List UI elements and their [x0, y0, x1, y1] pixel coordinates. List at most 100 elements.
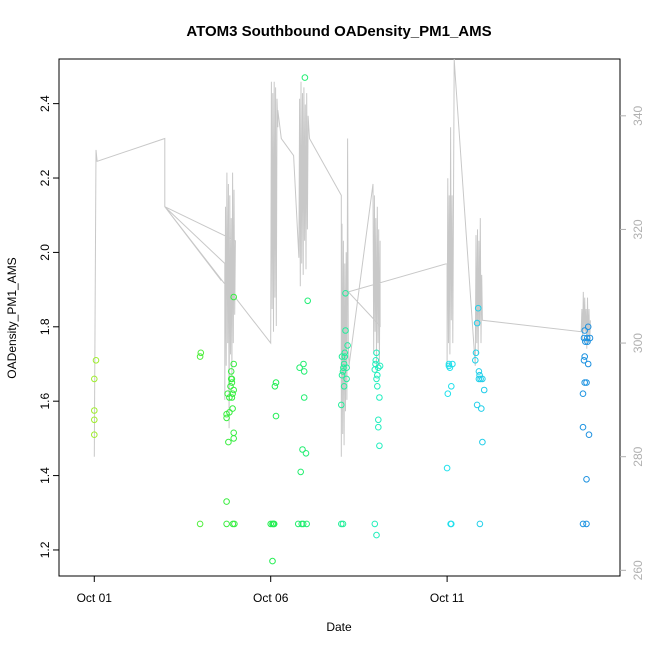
- y-tick-label: 1.6: [38, 393, 52, 410]
- y2-tick-label: 320: [631, 219, 645, 239]
- y2-tick-label: 300: [631, 333, 645, 353]
- scatter-point: [375, 423, 382, 431]
- scatter-point: [303, 520, 311, 528]
- scatter-point: [228, 375, 236, 383]
- scatter-point: [341, 349, 349, 357]
- scatter-point: [583, 520, 590, 528]
- scatter-point: [475, 368, 483, 375]
- scatter-point: [228, 394, 236, 401]
- scatter-point: [230, 435, 237, 442]
- scatter-point: [373, 375, 380, 383]
- scatter-point: [579, 390, 587, 398]
- y2-tick-label: 260: [631, 560, 645, 580]
- scatter-point: [580, 357, 588, 364]
- scatter-point: [339, 368, 347, 375]
- scatter-point: [581, 327, 589, 334]
- scatter-point: [267, 520, 275, 528]
- scatter-point: [272, 412, 280, 420]
- scatter-point: [476, 520, 484, 528]
- scatter-point: [374, 371, 381, 379]
- scatter-point: [230, 386, 237, 394]
- scatter-point: [91, 431, 98, 439]
- scatter-point: [585, 431, 593, 439]
- scatter-point: [299, 446, 306, 453]
- scatter-point: [448, 520, 455, 528]
- scatter-point: [376, 362, 384, 370]
- scatter-point: [474, 304, 482, 312]
- scatter-point: [372, 357, 380, 364]
- scatter-point: [223, 520, 230, 528]
- x-axis-label: Date: [326, 620, 352, 634]
- x-axis: Oct 01 Oct 06 Oct 11: [77, 576, 465, 605]
- scatter-point: [376, 442, 383, 450]
- scatter-point: [472, 357, 479, 364]
- scatter-point: [448, 383, 455, 390]
- y-axis-right: 260 280 300 320 340: [620, 105, 645, 580]
- scatter-point: [301, 74, 309, 81]
- scatter-point: [344, 342, 351, 349]
- scatter-point: [371, 520, 379, 528]
- scatter-point: [375, 416, 382, 424]
- scatter-point: [375, 364, 382, 372]
- scatter-point: [224, 390, 231, 398]
- scatter-point: [302, 450, 310, 457]
- scatter-point: [586, 334, 594, 342]
- scatter-point: [91, 375, 98, 383]
- scatter-point: [229, 390, 236, 398]
- scatter-point: [225, 438, 232, 446]
- chart-title: ATOM3 Southbound OADensity_PM1_AMS: [186, 23, 491, 40]
- scatter-point: [300, 368, 308, 375]
- scatter-point: [229, 405, 236, 412]
- scatter-point: [583, 334, 591, 342]
- scatter-point: [480, 386, 488, 394]
- scatter-point: [473, 319, 481, 327]
- scatter-point: [340, 383, 348, 390]
- scatter-point: [294, 520, 302, 528]
- scatter-point: [581, 379, 589, 386]
- scatter-point: [342, 290, 349, 297]
- scatter-point: [300, 394, 308, 401]
- scatter-point: [338, 401, 345, 409]
- scatter-point: [583, 379, 590, 386]
- scatter-point: [376, 394, 383, 401]
- scatter-point: [373, 349, 380, 357]
- scatter-point: [226, 409, 233, 416]
- y-axis-left: 1.2 1.4 1.6 1.8 2.0 2.2 2.4: [38, 95, 59, 558]
- scatter-point: [296, 364, 303, 372]
- x-tick-label: Oct 11: [430, 591, 465, 605]
- scatter-point: [579, 520, 587, 528]
- scatter-point: [343, 375, 350, 383]
- plot-frame: [58, 58, 621, 577]
- scatter-point: [196, 353, 204, 360]
- scatter-point: [223, 414, 230, 422]
- scatter-point: [473, 401, 481, 409]
- scatter-point: [342, 327, 349, 334]
- scatter-point: [270, 520, 278, 528]
- scatter-point: [230, 429, 237, 437]
- scatter-point: [443, 464, 451, 472]
- scatter-point: [297, 468, 305, 476]
- scatter-point: [584, 360, 592, 368]
- scatter-point: [228, 379, 236, 386]
- scatter-point: [299, 520, 307, 528]
- scatter-point: [197, 349, 205, 357]
- scatter-series-group: [91, 74, 594, 565]
- scatter-point: [269, 557, 276, 565]
- scatter-point: [304, 297, 312, 305]
- scatter-point: [477, 375, 484, 383]
- scatter-point: [230, 293, 237, 301]
- y-axis-label: OADensity_PM1_AMS: [5, 257, 19, 378]
- scatter-point: [91, 407, 98, 414]
- y-tick-label: 1.4: [38, 467, 52, 484]
- scatter-point: [341, 353, 349, 360]
- scatter-point: [374, 383, 381, 390]
- scatter-point: [478, 405, 485, 412]
- scatter-point: [479, 438, 486, 446]
- scatter-point: [92, 357, 100, 364]
- scatter-point: [340, 364, 347, 372]
- y-tick-label: 1.8: [38, 318, 52, 335]
- scatter-point: [583, 476, 590, 483]
- scatter-point: [223, 498, 230, 505]
- scatter-point: [472, 349, 480, 357]
- scatter-point: [338, 371, 346, 379]
